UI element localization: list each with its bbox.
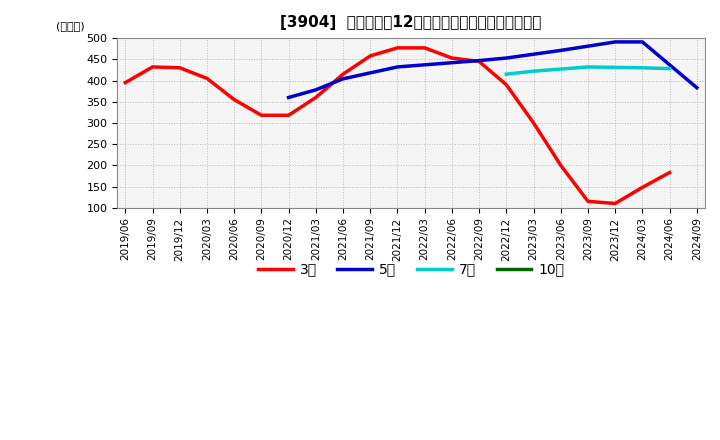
3年 [420,45,429,51]
3年 [121,80,130,85]
5年 [448,60,456,66]
7年 [638,65,647,70]
3年 [338,72,347,77]
3年 [529,120,538,125]
5年 [284,95,293,100]
5年 [474,58,483,63]
5年 [611,39,619,44]
3年 [502,82,510,88]
3年 [584,199,593,204]
Y-axis label: (百万円): (百万円) [56,21,84,31]
5年 [693,85,701,90]
Line: 7年: 7年 [506,67,670,74]
5年 [420,62,429,67]
7年 [557,66,565,72]
5年 [529,51,538,57]
7年 [584,64,593,70]
3年 [230,97,238,102]
3年 [148,64,157,70]
7年 [502,72,510,77]
3年 [638,185,647,190]
3年 [312,95,320,100]
5年 [638,39,647,44]
5年 [312,87,320,92]
5年 [366,70,374,76]
3年 [257,113,266,118]
3年 [557,163,565,168]
Legend: 3年, 5年, 7年, 10年: 3年, 5年, 7年, 10年 [252,257,570,282]
3年 [366,53,374,59]
3年 [202,76,211,81]
3年 [448,55,456,61]
3年 [474,59,483,64]
5年 [557,48,565,53]
5年 [338,76,347,81]
7年 [665,66,674,71]
3年 [665,170,674,175]
7年 [611,65,619,70]
Title: [3904]  当期純利益12か月移動合計の標準偏差の推移: [3904] 当期純利益12か月移動合計の標準偏差の推移 [280,15,541,30]
3年 [393,45,402,51]
7年 [529,69,538,74]
3年 [611,201,619,206]
Line: 5年: 5年 [289,42,697,98]
Line: 3年: 3年 [125,48,670,203]
5年 [584,44,593,49]
3年 [176,65,184,70]
3年 [284,113,293,118]
5年 [393,64,402,70]
5年 [502,55,510,61]
